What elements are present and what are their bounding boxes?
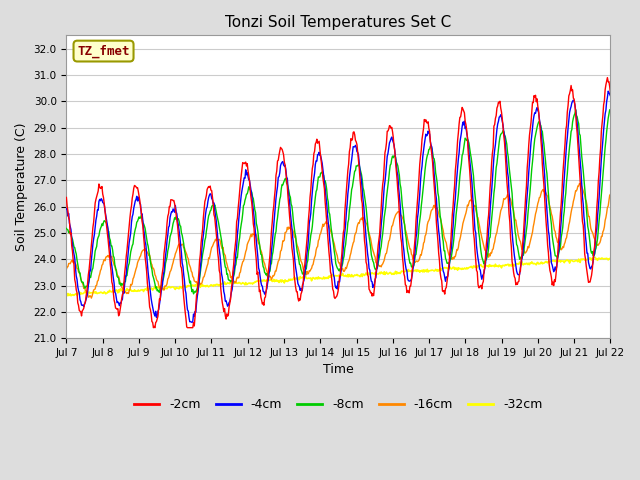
- X-axis label: Time: Time: [323, 363, 354, 376]
- Legend: -2cm, -4cm, -8cm, -16cm, -32cm: -2cm, -4cm, -8cm, -16cm, -32cm: [129, 393, 548, 416]
- Title: Tonzi Soil Temperatures Set C: Tonzi Soil Temperatures Set C: [225, 15, 452, 30]
- Text: TZ_fmet: TZ_fmet: [77, 45, 130, 58]
- Y-axis label: Soil Temperature (C): Soil Temperature (C): [15, 122, 28, 251]
